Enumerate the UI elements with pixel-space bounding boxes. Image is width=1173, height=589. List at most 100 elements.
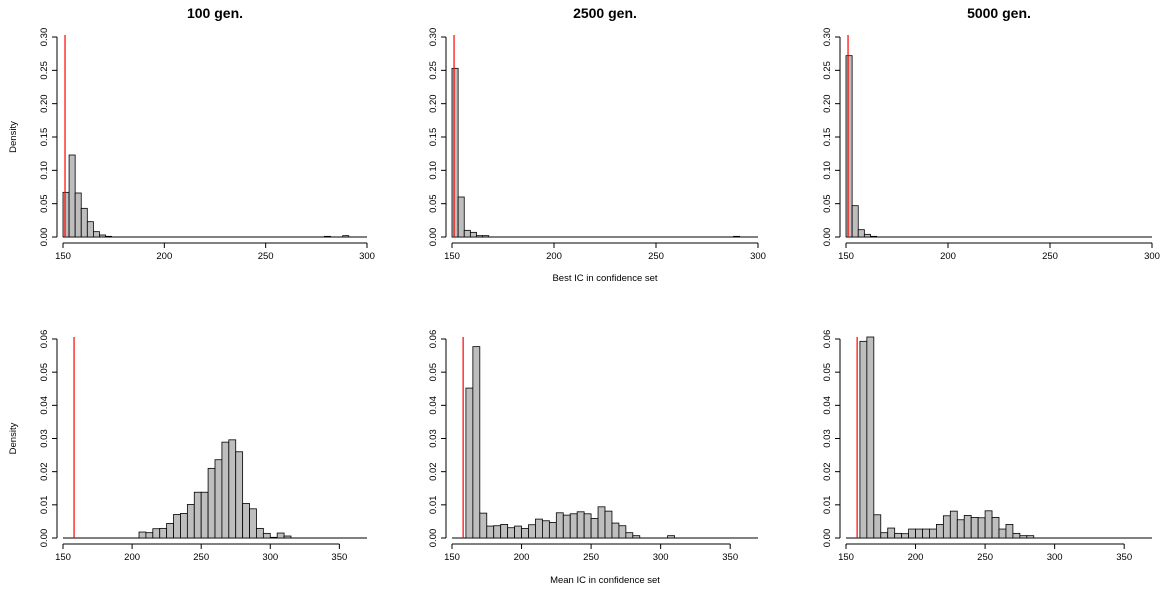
histogram-bar bbox=[486, 525, 495, 539]
y-tick-label: 0.03 bbox=[428, 429, 439, 448]
histogram-bar bbox=[138, 531, 147, 539]
x-tick-label: 150 bbox=[838, 552, 854, 563]
histogram-bar bbox=[942, 515, 951, 539]
x-tick-label: 250 bbox=[1042, 251, 1058, 262]
x-tick-label: 300 bbox=[262, 552, 278, 563]
histogram-bar bbox=[256, 527, 264, 539]
panel-title: 2500 gen. bbox=[573, 5, 637, 21]
histogram-bar bbox=[482, 235, 490, 238]
histogram-bar bbox=[915, 528, 923, 539]
histogram-bar bbox=[922, 528, 930, 539]
histogram-bar bbox=[186, 504, 195, 539]
x-tick-label: 350 bbox=[722, 552, 738, 563]
histogram-bar bbox=[493, 525, 502, 539]
histogram-bar bbox=[507, 527, 515, 539]
histogram-bar bbox=[887, 527, 896, 539]
x-tick-label: 300 bbox=[1144, 251, 1160, 262]
y-tick-label: 0.10 bbox=[822, 161, 833, 180]
x-tick-label: 300 bbox=[359, 251, 375, 262]
histogram-bar bbox=[86, 221, 94, 238]
y-tick-label: 0.06 bbox=[428, 330, 439, 349]
x-tick-label: 250 bbox=[583, 552, 599, 563]
y-tick-label: 0.01 bbox=[428, 496, 439, 515]
histogram-bar bbox=[166, 523, 174, 539]
histogram-bar bbox=[228, 439, 237, 539]
histogram-bar bbox=[276, 532, 285, 539]
x-tick-label: 300 bbox=[1047, 552, 1063, 563]
histogram-bar bbox=[625, 532, 634, 539]
y-tick-label: 0.10 bbox=[39, 161, 50, 180]
y-tick-label: 0.15 bbox=[39, 128, 50, 147]
x-tick-label: 250 bbox=[648, 251, 664, 262]
histogram-bar bbox=[105, 235, 113, 238]
y-tick-label: 0.30 bbox=[822, 28, 833, 47]
histogram-bar bbox=[611, 522, 620, 539]
y-tick-label: 0.25 bbox=[39, 61, 50, 80]
y-tick-label: 0.01 bbox=[822, 496, 833, 515]
histogram-bar bbox=[145, 532, 154, 539]
histogram-bar bbox=[908, 528, 916, 539]
x-tick-label: 200 bbox=[514, 552, 530, 563]
y-tick-label: 0.25 bbox=[428, 61, 439, 80]
histogram-bar bbox=[324, 235, 331, 238]
x-tick-label: 250 bbox=[977, 552, 993, 563]
x-tick-label: 300 bbox=[653, 552, 669, 563]
histogram-bar bbox=[457, 196, 465, 238]
histogram-bar bbox=[1026, 535, 1035, 539]
histogram-bar bbox=[269, 536, 278, 539]
x-tick-label: 200 bbox=[546, 251, 562, 262]
x-tick-label: 200 bbox=[908, 552, 924, 563]
y-tick-label: 0.03 bbox=[822, 429, 833, 448]
histogram-bar bbox=[970, 517, 979, 539]
histogram-bar bbox=[193, 491, 202, 539]
histogram-bar bbox=[870, 235, 877, 238]
x-tick-label: 200 bbox=[940, 251, 956, 262]
histogram-bar bbox=[984, 510, 993, 539]
y-tick-label: 0.15 bbox=[822, 128, 833, 147]
y-tick-label: 0.05 bbox=[428, 194, 439, 213]
histogram-bar bbox=[894, 532, 903, 539]
histogram-bar bbox=[221, 441, 230, 539]
y-tick-label: 0.02 bbox=[39, 462, 50, 481]
y-tick-label: 0.00 bbox=[428, 228, 439, 247]
histogram-bar bbox=[521, 527, 529, 539]
histogram-bar bbox=[632, 535, 641, 539]
histogram-bar bbox=[873, 514, 882, 539]
x-tick-label: 150 bbox=[55, 552, 71, 563]
y-tick-label: 0.00 bbox=[822, 228, 833, 247]
histogram-bar bbox=[998, 528, 1007, 539]
histogram-bar bbox=[863, 233, 871, 238]
y-tick-label: 0.01 bbox=[39, 496, 50, 515]
histogram-bar bbox=[342, 235, 350, 238]
histogram-bar bbox=[262, 532, 271, 539]
histogram-bar bbox=[956, 519, 965, 539]
y-tick-label: 0.25 bbox=[822, 61, 833, 80]
histogram-bar bbox=[929, 528, 937, 539]
x-tick-label: 150 bbox=[444, 552, 460, 563]
y-tick-label: 0.02 bbox=[428, 462, 439, 481]
histogram-bar bbox=[74, 192, 82, 238]
histogram-bar bbox=[514, 525, 522, 539]
histogram-bar bbox=[548, 522, 557, 539]
x-tick-label: 250 bbox=[258, 251, 274, 262]
histogram-bar bbox=[576, 511, 585, 539]
y-tick-label: 0.06 bbox=[39, 330, 50, 349]
y-tick-label: 0.05 bbox=[39, 194, 50, 213]
histogram-bar bbox=[214, 459, 223, 539]
y-tick-label: 0.20 bbox=[428, 94, 439, 113]
histogram-bar bbox=[859, 340, 868, 539]
x-axis-label: Best IC in confidence set bbox=[552, 273, 657, 284]
histogram-bar bbox=[476, 235, 484, 238]
histogram-bar bbox=[200, 491, 209, 539]
y-tick-label: 0.04 bbox=[39, 396, 50, 415]
histogram-bar bbox=[667, 535, 675, 539]
histogram-bar bbox=[936, 524, 944, 539]
histogram-bar bbox=[618, 525, 627, 539]
histogram-bar bbox=[463, 229, 471, 238]
histogram-bar bbox=[1012, 532, 1021, 539]
histogram-bar bbox=[597, 506, 606, 539]
histogram-bar bbox=[542, 520, 550, 539]
histogram-bar bbox=[569, 513, 578, 539]
histogram-bar bbox=[583, 513, 592, 539]
x-tick-label: 200 bbox=[124, 552, 140, 563]
